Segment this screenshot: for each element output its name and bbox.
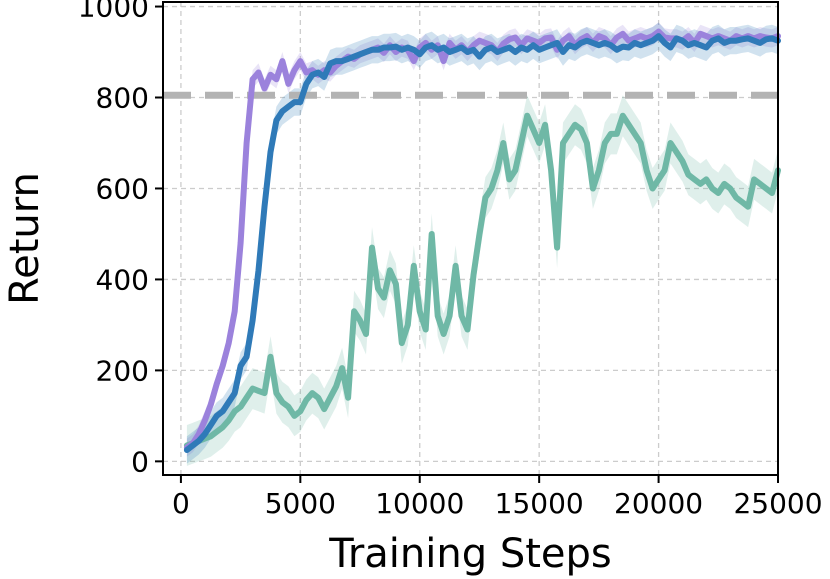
y-tick-label: 0 xyxy=(131,445,149,478)
series-bands xyxy=(186,22,778,466)
x-axis-label: Training Steps xyxy=(328,531,611,577)
x-tick-label: 20000 xyxy=(614,487,703,520)
series-line-1 xyxy=(183,33,781,453)
x-tick-label: 25000 xyxy=(733,487,822,520)
plot-frame xyxy=(162,1,779,476)
y-tick-label: 600 xyxy=(96,172,149,205)
y-axis-ticks: 0 200 400 600 800 1000 xyxy=(78,0,163,478)
y-axis-label: Return xyxy=(2,172,48,305)
y-tick-label: 200 xyxy=(96,354,149,387)
y-tick-label: 1000 xyxy=(78,0,149,24)
series-line-2 xyxy=(183,112,781,449)
y-tick-label: 400 xyxy=(96,263,149,296)
x-tick-label: 0 xyxy=(172,487,190,520)
x-tick-label: 10000 xyxy=(375,487,464,520)
x-axis-ticks: 0 5000 10000 15000 20000 25000 xyxy=(172,475,823,520)
series-lines xyxy=(183,28,781,453)
series-band-2 xyxy=(186,95,778,466)
x-tick-label: 15000 xyxy=(495,487,584,520)
x-tick-label: 5000 xyxy=(265,487,336,520)
y-tick-label: 800 xyxy=(96,82,149,115)
